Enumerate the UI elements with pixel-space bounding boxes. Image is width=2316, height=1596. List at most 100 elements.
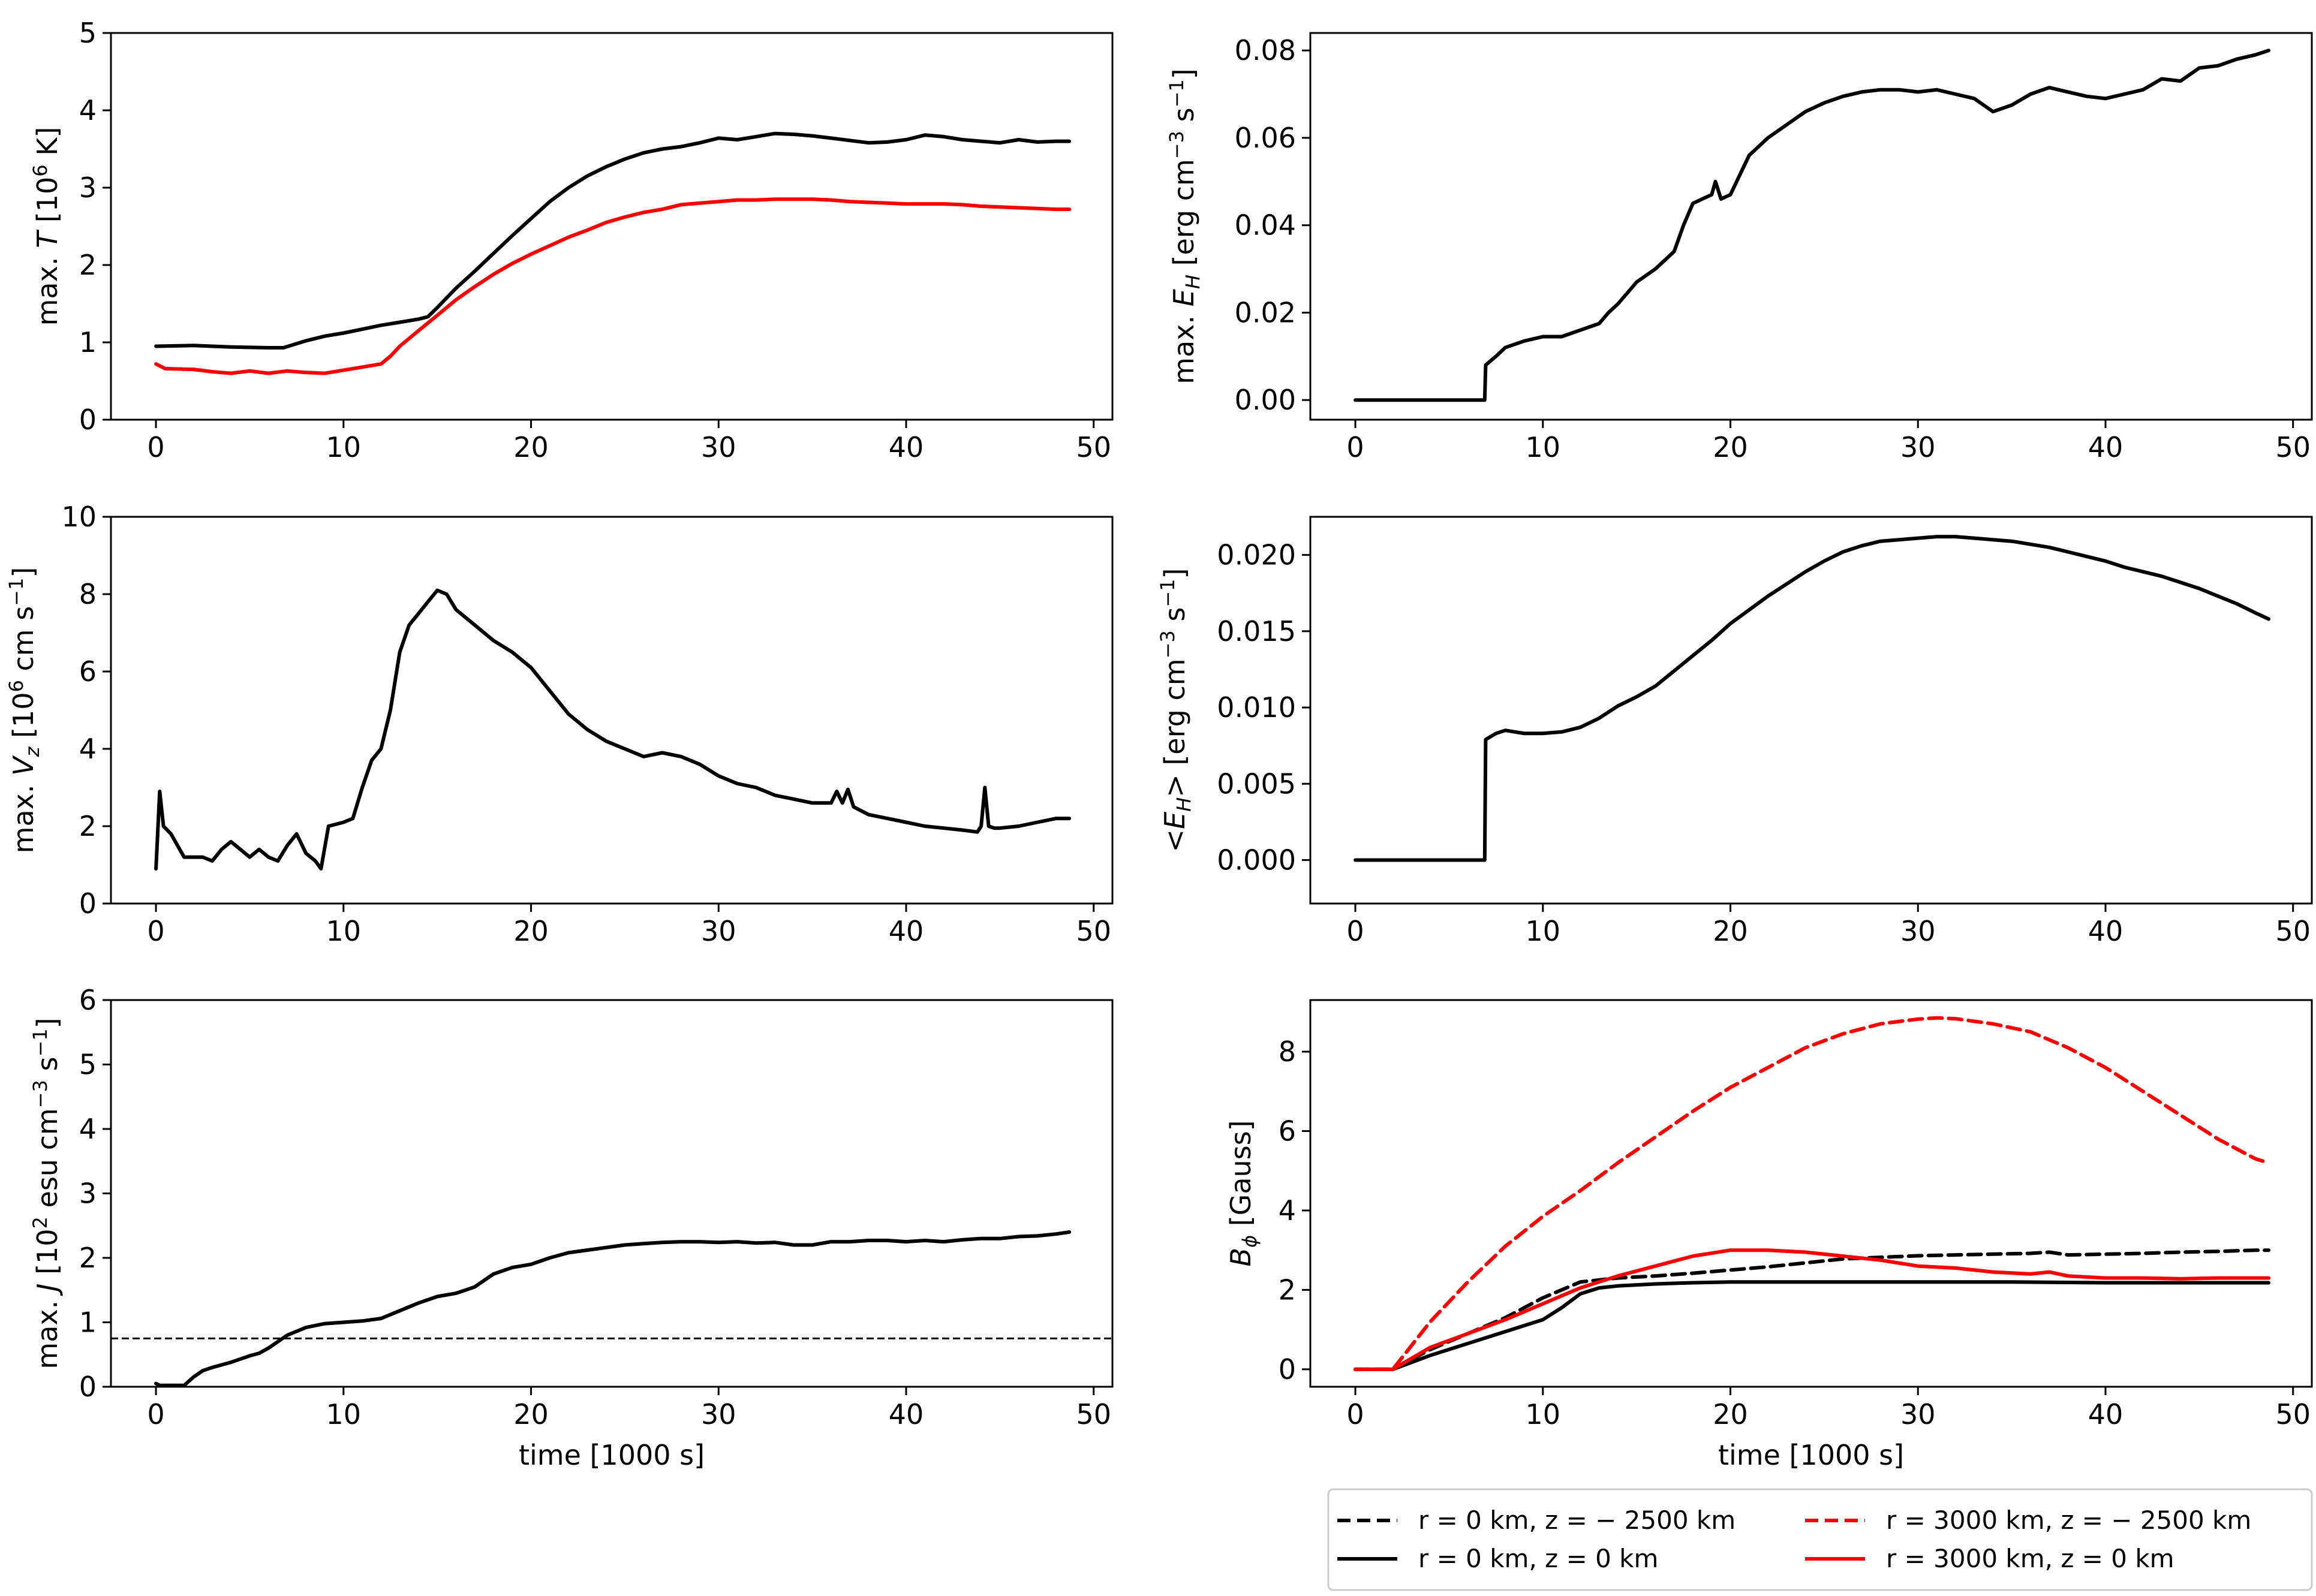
x-tick-label: 30 xyxy=(1900,915,1936,947)
plot-p5: 0 10 20 30 40 50 0 1 2 3 4 5 6 max. J [102 esu cm−3 s… xyxy=(29,984,1114,1471)
legend-label: r = 0 km, z = − 2500 km xyxy=(1418,1505,1736,1535)
x-tick-label: 30 xyxy=(1900,1398,1936,1431)
y-tick-label: 0.000 xyxy=(1217,844,1296,876)
y-tick-label: 4 xyxy=(79,733,97,765)
series-line-1 xyxy=(154,131,1072,350)
axes-frame xyxy=(1309,999,2313,1388)
y-tick-label: 0.015 xyxy=(1217,615,1296,648)
y-tick-label: 0.00 xyxy=(1235,384,1296,416)
y-tick-label: 2 xyxy=(79,249,97,281)
y-axis-label: max. J [102 esu cm−3 s−1] xyxy=(29,1017,64,1369)
y-tick-label: 8 xyxy=(79,578,97,610)
plot-p1: 0 10 20 30 40 50 0 1 2 3 4 5 max. T [106 K] xyxy=(29,17,1114,463)
legend-label: r = 3000 km, z = − 2500 km xyxy=(1886,1505,2251,1535)
y-tick-label: 4 xyxy=(79,94,97,127)
series-line-1 xyxy=(1353,535,2271,862)
plot-p6: 0 10 20 30 40 50 0 2 4 6 8 Bϕ [Gauss] time [1000 s] r… xyxy=(1225,999,2313,1591)
x-tick-label: 10 xyxy=(326,1398,362,1431)
x-tick-label: 10 xyxy=(326,431,362,463)
y-tick-label: 0.005 xyxy=(1217,767,1296,800)
x-tick-label: 20 xyxy=(513,431,549,463)
y-tick-label: 1 xyxy=(79,1306,97,1339)
y-tick-label: 5 xyxy=(79,1049,97,1081)
y-axis-label: max. Vz [106 cm s−1] xyxy=(5,567,44,854)
x-tick-label: 50 xyxy=(2275,915,2311,947)
legend: r = 0 km, z = − 2500 km r = 0 km, z = 0 k… xyxy=(1327,1488,2313,1591)
plot-p4: 0 10 20 30 40 50 0.000 0.005 0.010 0.015 0.020 <EH>… xyxy=(1156,516,2313,947)
y-tick-label: 0.06 xyxy=(1235,122,1296,154)
legend-label: r = 3000 km, z = 0 km xyxy=(1886,1544,2174,1573)
x-tick-label: 0 xyxy=(147,1398,164,1431)
legend-box xyxy=(1327,1488,2313,1591)
series-line-1 xyxy=(1353,1248,2271,1371)
x-tick-label: 20 xyxy=(513,1398,549,1431)
x-tick-label: 20 xyxy=(1713,1398,1748,1431)
x-tick-label: 30 xyxy=(701,915,736,947)
y-tick-label: 0 xyxy=(1279,1353,1296,1386)
x-tick-label: 0 xyxy=(1346,431,1364,463)
plot-p3: 0 10 20 30 40 50 0 2 4 6 8 10 max. Vz [106 cm s−1] xyxy=(5,501,1114,947)
series-line-2 xyxy=(1353,1280,2271,1371)
y-axis-label: max. EH [erg cm−3 s−1] xyxy=(1165,68,1204,384)
y-tick-label: 5 xyxy=(79,17,97,49)
x-tick-label: 50 xyxy=(1076,431,1111,463)
y-tick-label: 2 xyxy=(79,810,97,842)
axes-frame xyxy=(110,516,1114,905)
x-tick-label: 0 xyxy=(1346,1398,1364,1431)
y-tick-label: 0.02 xyxy=(1235,296,1296,329)
y-tick-label: 6 xyxy=(79,984,97,1016)
y-tick-label: 0 xyxy=(79,1371,97,1403)
y-tick-label: 8 xyxy=(1279,1035,1296,1068)
y-axis-label: max. T [106 K] xyxy=(29,127,64,326)
x-tick-label: 50 xyxy=(1076,915,1111,947)
x-tick-label: 40 xyxy=(889,431,924,463)
x-tick-label: 30 xyxy=(701,431,736,463)
series-line-1 xyxy=(154,1230,1072,1387)
x-axis-label: time [1000 s] xyxy=(1718,1439,1904,1471)
x-tick-label: 10 xyxy=(1526,915,1561,947)
axes-frame xyxy=(110,999,1114,1388)
x-tick-label: 0 xyxy=(1346,915,1364,947)
legend-label: r = 0 km, z = 0 km xyxy=(1418,1544,1658,1573)
plot-p2: 0 10 20 30 40 50 0.00 0.02 0.04 0.06 0.08 max. EH [… xyxy=(1165,32,2313,463)
x-tick-label: 40 xyxy=(2088,431,2123,463)
x-tick-label: 20 xyxy=(1713,915,1748,947)
x-tick-label: 10 xyxy=(1526,431,1561,463)
series-line-4 xyxy=(1353,1248,2271,1371)
x-tick-label: 10 xyxy=(326,915,362,947)
x-axis-label: time [1000 s] xyxy=(519,1439,705,1471)
y-tick-label: 2 xyxy=(79,1242,97,1274)
x-tick-label: 30 xyxy=(701,1398,736,1431)
axes-frame xyxy=(1309,516,2313,905)
series-line-3 xyxy=(1353,1016,2271,1371)
y-tick-label: 0.08 xyxy=(1235,34,1296,67)
y-tick-label: 3 xyxy=(79,1178,97,1210)
x-tick-label: 20 xyxy=(513,915,549,947)
axes-frame xyxy=(1309,32,2313,421)
y-axis-label: <EH> [erg cm−3 s−1] xyxy=(1156,568,1195,852)
y-tick-label: 0 xyxy=(79,403,97,436)
y-tick-label: 1 xyxy=(79,326,97,359)
x-tick-label: 40 xyxy=(2088,915,2123,947)
y-tick-label: 0.020 xyxy=(1217,539,1296,571)
x-tick-label: 50 xyxy=(1076,1398,1111,1431)
y-axis-label: Bϕ [Gauss] xyxy=(1225,1120,1261,1266)
x-tick-label: 40 xyxy=(2088,1398,2123,1431)
x-tick-label: 0 xyxy=(147,915,164,947)
x-tick-label: 0 xyxy=(147,431,164,463)
x-tick-label: 10 xyxy=(1526,1398,1561,1431)
axes-frame xyxy=(110,32,1114,421)
y-tick-label: 10 xyxy=(61,501,97,533)
x-tick-label: 30 xyxy=(1900,431,1936,463)
y-tick-label: 6 xyxy=(79,655,97,688)
y-tick-label: 6 xyxy=(1279,1115,1296,1148)
series-line-2 xyxy=(154,197,1072,375)
x-tick-label: 40 xyxy=(889,1398,924,1431)
y-tick-label: 0 xyxy=(79,887,97,920)
y-tick-label: 2 xyxy=(1279,1273,1296,1306)
series-line-1 xyxy=(154,588,1072,871)
x-tick-label: 20 xyxy=(1713,431,1748,463)
x-tick-label: 40 xyxy=(889,915,924,947)
y-tick-label: 3 xyxy=(79,171,97,204)
